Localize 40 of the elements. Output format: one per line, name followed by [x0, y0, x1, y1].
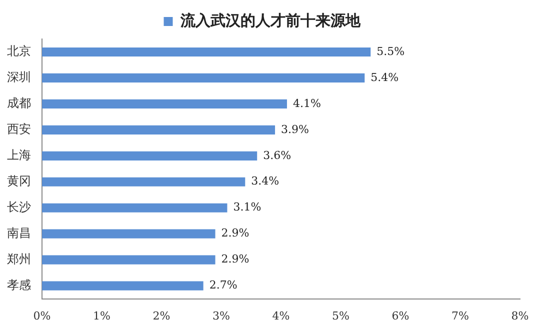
x-tick-label: 6% [392, 309, 410, 322]
y-tick-label: 西安 [7, 122, 31, 136]
data-label: 5.5% [376, 44, 405, 58]
x-tick-label: 4% [272, 309, 290, 322]
data-label: 2.9% [221, 226, 250, 240]
bar [42, 99, 287, 108]
y-tick-label: 南昌 [7, 226, 31, 240]
x-tick-label: 2% [152, 309, 170, 322]
data-label: 5.4% [370, 70, 399, 84]
bar [42, 203, 228, 212]
y-tick-label: 黄冈 [7, 174, 31, 188]
bar [42, 255, 216, 264]
legend-label: 流入武汉的人才前十来源地 [179, 11, 362, 30]
y-tick-label: 长沙 [7, 200, 31, 214]
data-label: 2.9% [221, 252, 250, 266]
y-tick-label: 深圳 [7, 70, 31, 84]
y-tick-label: 上海 [7, 148, 31, 162]
data-label: 4.1% [292, 96, 321, 110]
bar [42, 229, 216, 238]
data-label: 2.7% [209, 278, 238, 292]
x-tick-label: 0% [33, 309, 51, 322]
y-tick-label: 北京 [7, 44, 31, 58]
x-tick-label: 7% [452, 309, 469, 322]
bar [42, 125, 276, 134]
bar [42, 151, 258, 160]
data-label: 3.4% [251, 174, 280, 188]
bar [42, 47, 371, 57]
y-tick-label: 郑州 [7, 252, 31, 266]
bar [42, 73, 365, 83]
bar [42, 177, 246, 186]
y-tick-label: 成都 [7, 96, 31, 110]
x-tick-label: 3% [212, 309, 230, 322]
x-tick-label: 5% [332, 309, 350, 322]
y-tick-label: 孝感 [7, 278, 31, 292]
data-label: 3.1% [233, 200, 262, 214]
bar [42, 281, 204, 290]
data-label: 3.6% [263, 148, 292, 162]
x-tick-label: 8% [511, 309, 529, 322]
data-label: 3.9% [281, 122, 309, 136]
x-tick-label: 1% [93, 309, 110, 322]
